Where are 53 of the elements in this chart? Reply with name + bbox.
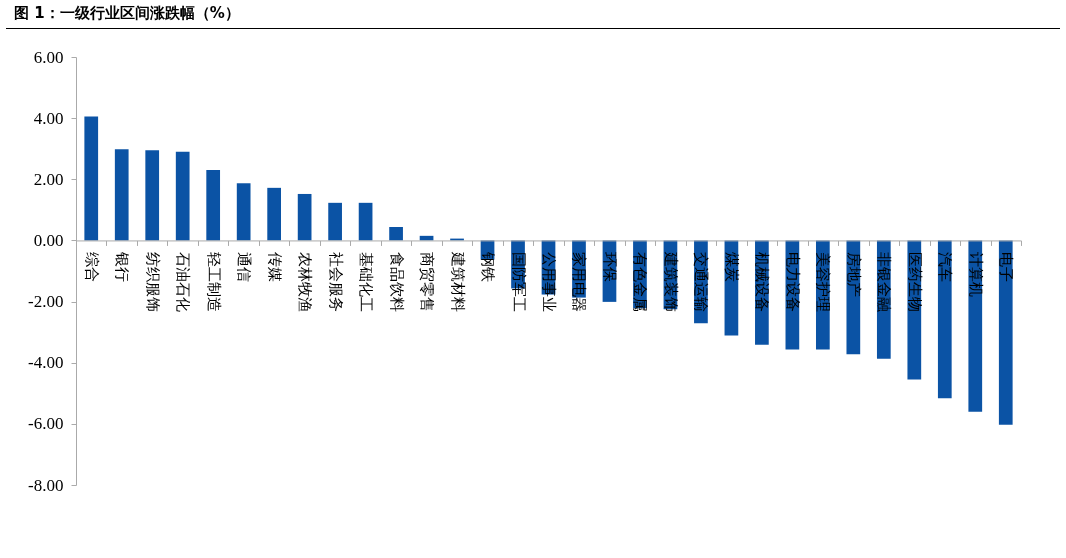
x-tick-label: 房地产 [844,251,863,297]
y-tick-label: 6.00 [33,47,64,67]
bar [998,240,1013,425]
y-tick-label: 2.00 [33,169,64,189]
x-tick-label: 建筑装饰 [661,250,680,312]
x-tick-label: 非银金融 [875,251,894,312]
x-tick-label: 美容护理 [814,251,833,312]
x-tick-label: 基础化工 [357,251,376,312]
x-tick-label: 钢铁 [479,250,498,282]
x-tick-label: 交通运输 [692,251,711,312]
x-tick-label: 机械设备 [753,251,772,312]
y-tick-label: -6.00 [28,414,64,434]
bar [937,240,952,399]
x-tick-label: 社会服务 [326,251,345,312]
x-tick-label: 计算机 [966,251,985,297]
y-tick-label: -2.00 [28,292,64,312]
bar [267,187,281,241]
x-tick-label: 银行 [113,250,132,282]
x-tick-label: 通信 [235,251,254,282]
bar [175,151,190,241]
x-tick-label: 汽车 [936,251,955,282]
bar [236,183,251,241]
bar [145,150,160,241]
x-tick-label: 综合 [82,251,101,282]
x-tick-label: 家用电器 [570,251,589,312]
bar [84,116,99,241]
bar [328,202,342,241]
x-tick-label: 医药生物 [905,251,924,312]
x-tick-label: 石油石化 [174,251,193,312]
x-tick-label: 商贸零售 [418,251,437,312]
x-tick-label: 电子 [997,251,1016,282]
bar [114,149,129,241]
y-tick-label: -8.00 [28,475,64,495]
y-tick-label: 0.00 [33,230,64,250]
y-tick-label: 4.00 [33,108,64,128]
x-tick-label: 国防军工 [509,251,528,312]
x-tick-label: 传媒 [265,251,284,282]
bar [358,202,373,241]
x-tick-label: 食品饮料 [387,251,406,312]
x-tick-label: 建筑材料 [448,250,467,312]
x-tick-label: 公用事业 [540,251,558,312]
y-tick-label: -4.00 [28,353,64,373]
x-tick-label: 电力设备 [783,251,802,312]
x-tick-label: 轻工制造 [204,251,223,312]
x-tick-label: 环保 [600,251,619,282]
bar [206,170,221,241]
x-tick-label: 农林牧渔 [296,251,315,312]
x-tick-label: 有色金属 [631,251,650,312]
x-tick-label: 煤炭 [722,251,741,282]
bar [389,226,403,241]
bar [297,193,312,241]
x-tick-label: 纺织服饰 [143,251,162,312]
chart-title: 图 1：一级行业区间涨跌幅（%） [6,0,1060,29]
